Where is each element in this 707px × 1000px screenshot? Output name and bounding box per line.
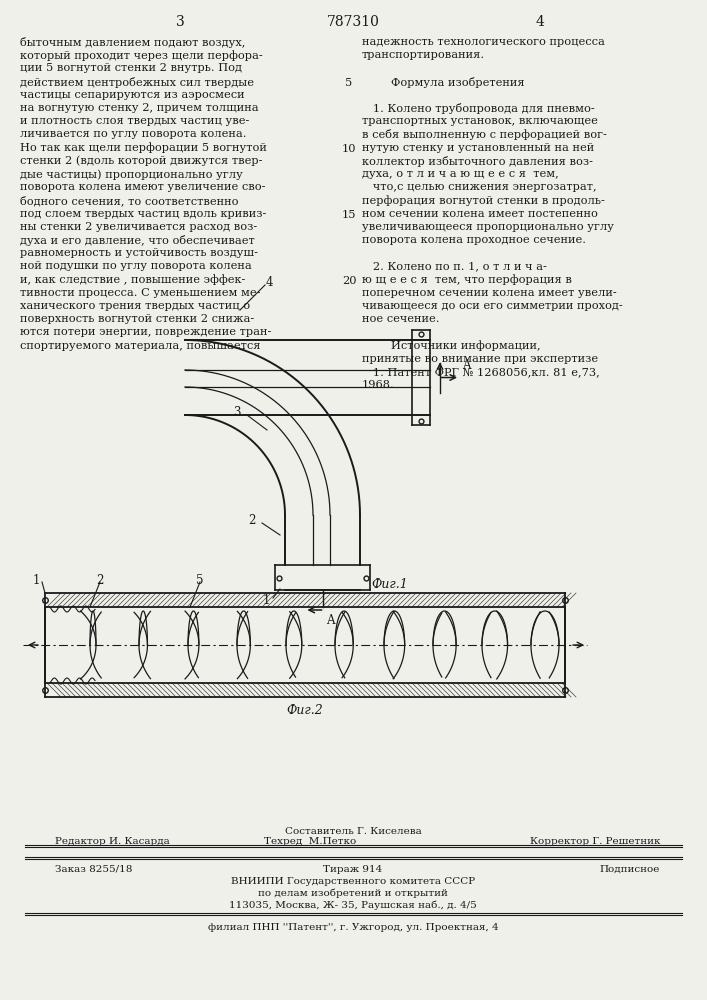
Text: ханического трения твердых частиц о: ханического трения твердых частиц о: [20, 301, 250, 311]
Text: увеличивающееся пропорционально углу: увеличивающееся пропорционально углу: [362, 222, 614, 232]
Text: 1: 1: [33, 574, 40, 586]
Text: коллектор избыточного давления воз-: коллектор избыточного давления воз-: [362, 156, 593, 167]
Text: 1. Патент ФРГ № 1268056,кл. 81 е,73,: 1. Патент ФРГ № 1268056,кл. 81 е,73,: [362, 367, 600, 377]
Text: Составитель Г. Киселева: Составитель Г. Киселева: [285, 826, 421, 836]
Text: Источники информации,: Источники информации,: [362, 341, 541, 351]
Text: транспортных установок, включающее: транспортных установок, включающее: [362, 116, 598, 126]
Text: 4: 4: [536, 15, 544, 29]
Text: 787310: 787310: [327, 15, 380, 29]
Text: на вогнутую стенку 2, причем толщина: на вогнутую стенку 2, причем толщина: [20, 103, 259, 113]
Text: и, как следствие , повышение эффек-: и, как следствие , повышение эффек-: [20, 275, 245, 285]
Text: перфорация вогнутой стенки в продоль-: перфорация вогнутой стенки в продоль-: [362, 195, 605, 206]
Text: действием центробежных сил твердые: действием центробежных сил твердые: [20, 77, 254, 88]
Text: 3: 3: [175, 15, 185, 29]
Text: спортируемого материала, повышается: спортируемого материала, повышается: [20, 341, 260, 351]
Text: Техред  М.Петко: Техред М.Петко: [264, 838, 356, 846]
Text: быточным давлением подают воздух,: быточным давлением подают воздух,: [20, 37, 245, 48]
Text: ются потери энергии, повреждение тран-: ются потери энергии, повреждение тран-: [20, 327, 271, 337]
Text: и плотность слоя твердых частиц уве-: и плотность слоя твердых частиц уве-: [20, 116, 250, 126]
Text: 5: 5: [197, 574, 204, 586]
Text: 2: 2: [248, 514, 256, 528]
Text: 1. Колено трубопровода для пневмо-: 1. Колено трубопровода для пневмо-: [362, 103, 595, 114]
Text: ВНИИПИ Государственного комитета СССР: ВНИИПИ Государственного комитета СССР: [231, 876, 475, 886]
Text: который проходит через щели перфора-: который проходит через щели перфора-: [20, 50, 263, 61]
Text: Тираж 914: Тираж 914: [323, 864, 382, 874]
Text: Подписное: Подписное: [600, 864, 660, 874]
Text: 2. Колено по п. 1, о т л и ч а-: 2. Колено по п. 1, о т л и ч а-: [362, 261, 547, 271]
Text: равномерность и устойчивость воздуш-: равномерность и устойчивость воздуш-: [20, 248, 258, 258]
Text: принятые во внимание при экспертизе: принятые во внимание при экспертизе: [362, 354, 598, 364]
Text: Корректор Г. Решетник: Корректор Г. Решетник: [530, 838, 660, 846]
Text: бодного сечения, то соответственно: бодного сечения, то соответственно: [20, 195, 238, 206]
Text: частицы сепарируются из аэросмеси: частицы сепарируются из аэросмеси: [20, 90, 245, 100]
Text: A: A: [462, 359, 470, 372]
Text: духа, о т л и ч а ю щ е е с я  тем,: духа, о т л и ч а ю щ е е с я тем,: [362, 169, 559, 179]
Text: Формула изобретения: Формула изобретения: [362, 77, 525, 88]
Text: чивающееся до оси его симметрии проход-: чивающееся до оси его симметрии проход-: [362, 301, 623, 311]
Text: 4: 4: [266, 276, 274, 290]
Text: под слоем твердых частиц вдоль кривиз-: под слоем твердых частиц вдоль кривиз-: [20, 209, 267, 219]
Text: 2: 2: [96, 574, 104, 586]
Text: ны стенки 2 увеличивается расход воз-: ны стенки 2 увеличивается расход воз-: [20, 222, 257, 232]
Text: 3: 3: [233, 406, 241, 420]
Text: в себя выполненную с перфорацией вог-: в себя выполненную с перфорацией вог-: [362, 129, 607, 140]
Text: транспортирования.: транспортирования.: [362, 50, 485, 60]
Text: Фиг.1: Фиг.1: [372, 578, 409, 591]
Text: ное сечение.: ное сечение.: [362, 314, 440, 324]
Text: 5: 5: [346, 78, 353, 88]
Text: 1: 1: [262, 593, 270, 606]
Text: 10: 10: [341, 144, 356, 154]
Text: тивности процесса. С уменьшением ме-: тивности процесса. С уменьшением ме-: [20, 288, 260, 298]
Text: Заказ 8255/18: Заказ 8255/18: [55, 864, 132, 874]
Text: ю щ е е с я  тем, что перфорация в: ю щ е е с я тем, что перфорация в: [362, 275, 572, 285]
Text: духа и его давление, что обеспечивает: духа и его давление, что обеспечивает: [20, 235, 255, 246]
Text: дые частицы) пропорционально углу: дые частицы) пропорционально углу: [20, 169, 243, 180]
Text: ции 5 вогнутой стенки 2 внутрь. Под: ции 5 вогнутой стенки 2 внутрь. Под: [20, 63, 242, 73]
Text: 15: 15: [341, 210, 356, 220]
Text: поворота колена проходное сечение.: поворота колена проходное сечение.: [362, 235, 586, 245]
Text: поверхность вогнутой стенки 2 снижа-: поверхность вогнутой стенки 2 снижа-: [20, 314, 255, 324]
Text: Но так как щели перфорации 5 вогнутой: Но так как щели перфорации 5 вогнутой: [20, 143, 267, 153]
Text: Фиг.2: Фиг.2: [286, 704, 323, 718]
Text: 20: 20: [341, 276, 356, 286]
Text: поперечном сечении колена имеет увели-: поперечном сечении колена имеет увели-: [362, 288, 617, 298]
Text: что,с целью снижения энергозатрат,: что,с целью снижения энергозатрат,: [362, 182, 597, 192]
Text: A: A: [327, 614, 335, 628]
Text: по делам изобретений и открытий: по делам изобретений и открытий: [258, 888, 448, 898]
Text: личивается по углу поворота колена.: личивается по углу поворота колена.: [20, 129, 247, 139]
Text: 1968.: 1968.: [362, 380, 395, 390]
Text: филиал ПНП ''Патент'', г. Ужгород, ул. Проектная, 4: филиал ПНП ''Патент'', г. Ужгород, ул. П…: [208, 922, 498, 932]
Text: стенки 2 (вдоль которой движутся твер-: стенки 2 (вдоль которой движутся твер-: [20, 156, 262, 166]
Text: 113035, Москва, Ж- 35, Раушская наб., д. 4/5: 113035, Москва, Ж- 35, Раушская наб., д.…: [229, 900, 477, 910]
Text: поворота колена имеют увеличение сво-: поворота колена имеют увеличение сво-: [20, 182, 266, 192]
Text: нутую стенку и установленный на ней: нутую стенку и установленный на ней: [362, 143, 595, 153]
Text: Редактор И. Касарда: Редактор И. Касарда: [55, 838, 170, 846]
Text: ном сечении колена имеет постепенно: ном сечении колена имеет постепенно: [362, 209, 598, 219]
Text: ной подушки по углу поворота колена: ной подушки по углу поворота колена: [20, 261, 252, 271]
Text: надежность технологического процесса: надежность технологического процесса: [362, 37, 605, 47]
